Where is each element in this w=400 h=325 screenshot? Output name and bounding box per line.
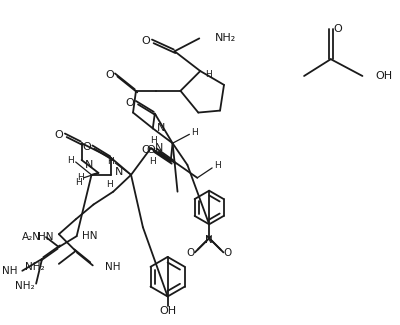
Text: O: O (82, 142, 91, 152)
Text: N: N (85, 160, 94, 170)
Text: H: H (205, 71, 212, 80)
Text: HN: HN (82, 231, 97, 241)
Text: OH: OH (159, 306, 176, 316)
Text: O: O (186, 248, 194, 258)
Text: O: O (142, 145, 150, 155)
Text: OH: OH (375, 71, 392, 81)
Text: O: O (146, 145, 155, 155)
Text: H: H (150, 157, 156, 165)
Text: H: H (150, 136, 157, 145)
Text: O: O (105, 70, 114, 80)
Text: NH₂: NH₂ (26, 262, 45, 272)
Text: H: H (106, 180, 113, 189)
Text: H: H (214, 162, 220, 170)
Text: A₂N: A₂N (22, 232, 41, 242)
Text: NH₂: NH₂ (215, 33, 236, 44)
Text: H: H (191, 128, 198, 137)
Text: O: O (142, 36, 150, 46)
Text: N: N (115, 167, 123, 177)
Text: HN: HN (38, 232, 54, 242)
Text: H: H (67, 156, 74, 164)
Text: O: O (126, 98, 134, 108)
Text: H: H (75, 178, 82, 187)
Text: NH₂: NH₂ (14, 280, 34, 291)
Text: NH: NH (105, 262, 121, 272)
Text: O: O (54, 130, 63, 140)
Text: O: O (224, 248, 232, 258)
Text: H: H (107, 157, 114, 165)
Text: N: N (205, 235, 213, 245)
Text: H: H (77, 173, 84, 182)
Text: N: N (156, 124, 165, 133)
Text: O: O (333, 23, 342, 33)
Text: NH: NH (2, 266, 17, 276)
Text: N: N (154, 143, 163, 153)
